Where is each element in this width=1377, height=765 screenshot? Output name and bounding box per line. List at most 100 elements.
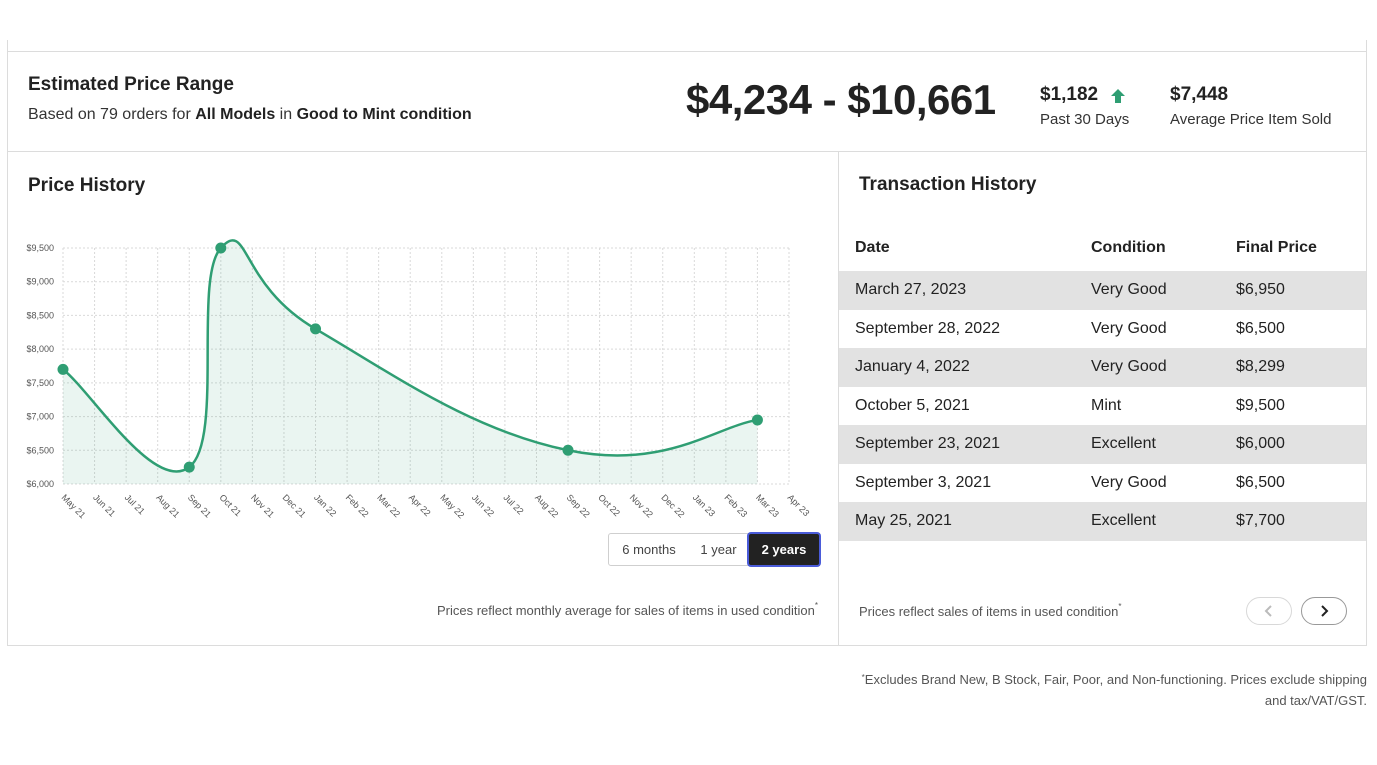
row-price: $8,299 [1236, 358, 1285, 376]
y-tick-label: $7,500 [26, 378, 54, 388]
x-tick-label: Feb 22 [344, 492, 371, 519]
row-date: September 28, 2022 [855, 319, 1000, 337]
x-tick-label: Nov 22 [628, 492, 655, 519]
previous-page-button[interactable] [1246, 597, 1292, 625]
x-tick-label: May 21 [60, 492, 88, 520]
y-tick-label: $7,000 [26, 412, 54, 422]
table-row: September 28, 2022 Very Good $6,500 [839, 310, 1366, 349]
footnote: *Excludes Brand New, B Stock, Fair, Poor… [861, 672, 1367, 708]
range-toggle: 6 months 1 year 2 years [608, 532, 821, 567]
x-tick-label: Mar 22 [375, 492, 402, 519]
row-price: $6,000 [1236, 435, 1285, 453]
x-tick-label: Oct 21 [217, 492, 243, 518]
transaction-note: Prices reflect sales of items in used co… [859, 602, 1122, 619]
toggle-1-year[interactable]: 1 year [700, 542, 737, 557]
average-price-label: Average Price Item Sold [1170, 111, 1332, 128]
toggle-6-months[interactable]: 6 months [622, 542, 676, 557]
x-tick-label: Apr 22 [407, 492, 433, 518]
x-tick-label: Jan 22 [312, 492, 338, 518]
data-point [751, 414, 763, 426]
price-guide-card: Estimated Price Range Based on 79 orders… [7, 51, 1367, 646]
y-tick-label: $6,000 [26, 479, 54, 489]
x-tick-label: Nov 21 [249, 492, 276, 519]
x-tick-label: Mar 23 [754, 492, 781, 519]
row-price: $6,500 [1236, 319, 1285, 337]
past-30-days-value: $1,182 [1040, 84, 1099, 105]
toggle-2-years[interactable]: 2 years [747, 532, 821, 567]
row-date: September 23, 2021 [855, 435, 1000, 453]
row-condition: Very Good [1091, 358, 1167, 376]
table-header: Date Condition Final Price [839, 224, 1366, 271]
date-column-header: Date [855, 238, 890, 256]
chevron-left-icon [1264, 605, 1272, 617]
average-price-value: $7,448 [1170, 84, 1229, 105]
table-row: October 5, 2021 Mint $9,500 [839, 387, 1366, 426]
arrow-up-icon [1111, 89, 1125, 103]
series-area [63, 240, 758, 484]
x-tick-label: Apr 23 [786, 492, 812, 518]
row-price: $9,500 [1236, 396, 1285, 414]
row-date: October 5, 2021 [855, 396, 970, 414]
estimated-range-title: Estimated Price Range [28, 74, 234, 95]
x-tick-label: Jan 23 [691, 492, 717, 518]
row-date: March 27, 2023 [855, 281, 967, 299]
x-tick-label: Sep 22 [565, 492, 592, 519]
transaction-history-title: Transaction History [859, 174, 1037, 195]
x-tick-label: Oct 22 [596, 492, 622, 518]
row-date: May 25, 2021 [855, 512, 952, 530]
price-column-header: Final Price [1236, 238, 1317, 256]
row-condition: Mint [1091, 396, 1122, 414]
data-point [183, 461, 195, 473]
data-point [57, 363, 69, 375]
price-history-title: Price History [28, 175, 146, 196]
transaction-history-panel: Transaction History Date Condition Final… [839, 152, 1366, 646]
x-tick-label: Dec 22 [659, 492, 686, 519]
x-tick-label: Jun 21 [91, 492, 117, 518]
y-tick-label: $9,500 [26, 243, 54, 253]
x-tick-label: Aug 22 [533, 492, 560, 519]
next-page-button[interactable] [1301, 597, 1347, 625]
transaction-table: Date Condition Final Price March 27, 202… [839, 224, 1366, 541]
y-tick-label: $8,500 [26, 310, 54, 320]
price-history-panel: Price History $6,000 $6,500 $7,000 $7,500 $8… [8, 152, 839, 646]
row-condition: Very Good [1091, 281, 1167, 299]
condition-filter: Good to Mint condition [296, 106, 472, 123]
data-point [310, 323, 322, 335]
data-point [562, 444, 574, 456]
row-price: $6,500 [1236, 473, 1285, 491]
x-tick-label: May 22 [438, 492, 466, 520]
table-row: January 4, 2022 Very Good $8,299 [839, 348, 1366, 387]
price-history-chart: $6,000 $6,500 $7,000 $7,500 $8,000 $8,500 $9,0… [26, 239, 812, 520]
table-row: May 25, 2021 Excellent $7,700 [839, 502, 1366, 541]
y-tick-label: $9,000 [26, 277, 54, 287]
data-point [215, 242, 227, 254]
table-row: March 27, 2023 Very Good $6,950 [839, 271, 1366, 310]
row-condition: Excellent [1091, 512, 1156, 530]
x-tick-label: Aug 21 [154, 492, 181, 519]
x-tick-label: Dec 21 [281, 492, 308, 519]
row-condition: Very Good [1091, 319, 1167, 337]
models-filter: All Models [195, 106, 276, 123]
x-tick-label: Jun 22 [470, 492, 496, 518]
price-range-value: $4,234 - $10,661 [686, 76, 996, 123]
row-date: January 4, 2022 [855, 358, 970, 376]
past-30-days-label: Past 30 Days [1040, 111, 1130, 128]
price-range-header: Estimated Price Range Based on 79 orders… [8, 52, 1366, 152]
y-tick-label: $8,000 [26, 344, 54, 354]
x-tick-label: Sep 21 [186, 492, 213, 519]
row-price: $6,950 [1236, 281, 1285, 299]
x-tick-label: Jul 21 [123, 492, 147, 516]
table-row: September 3, 2021 Very Good $6,500 [839, 464, 1366, 503]
x-tick-label: Feb 23 [722, 492, 749, 519]
row-condition: Excellent [1091, 435, 1156, 453]
table-row: September 23, 2021 Excellent $6,000 [839, 425, 1366, 464]
series-line [62, 239, 758, 473]
chevron-right-icon [1321, 605, 1329, 617]
price-history-note: Prices reflect monthly average for sales… [436, 601, 818, 618]
estimated-range-subtitle: Based on 79 orders for All Models in Goo… [28, 106, 472, 123]
x-tick-label: Jul 22 [501, 492, 525, 516]
row-price: $7,700 [1236, 512, 1285, 530]
row-date: September 3, 2021 [855, 473, 992, 491]
condition-column-header: Condition [1091, 238, 1166, 256]
row-condition: Very Good [1091, 473, 1167, 491]
